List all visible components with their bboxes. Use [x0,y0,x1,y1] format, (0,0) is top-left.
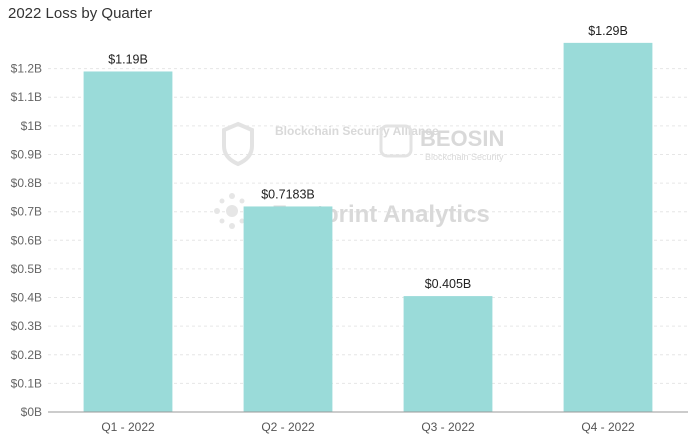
x-tick-label: Q3 - 2022 [421,420,475,434]
bar[interactable] [403,296,493,412]
data-label: $1.29B [588,24,628,38]
x-tick-label: Q1 - 2022 [101,420,155,434]
data-labels: $1.19B $0.7183B $0.405B $1.29B [108,24,628,291]
y-tick-label: $0.2B [11,348,42,362]
bars [83,42,653,412]
y-tick-label: $0.1B [11,376,42,390]
beosin-logo-icon [379,124,413,158]
beosin-watermark-text: BEOSIN [420,126,504,151]
beosin-watermark: BEOSIN Blockchain Security [379,124,504,162]
y-tick-label: $0.3B [11,319,42,333]
y-tick-label: $0.7B [11,205,42,219]
gridlines [48,68,688,384]
x-tick-label: Q2 - 2022 [261,420,315,434]
axes: $0B $0.1B $0.2B $0.3B $0.4B $0.5B $0.6B $0.7B $0… [11,62,688,434]
alliance-watermark: Blockchain Security Alliance [222,121,439,167]
beosin-watermark-subtext: Blockchain Security [425,152,504,162]
y-tick-label: $1.2B [11,62,42,76]
chart-title: 2022 Loss by Quarter [8,5,153,22]
shield-icon [222,121,254,167]
y-tick-label: $1B [21,119,42,133]
bar[interactable] [563,42,653,412]
data-label: $0.405B [425,277,472,291]
data-label: $1.19B [108,52,148,66]
bar[interactable] [83,71,173,412]
y-tick-label: $0.9B [11,147,42,161]
footprint-logo-icon [214,193,250,229]
y-tick-label: $0B [21,405,42,419]
x-tick-label: Q4 - 2022 [581,420,635,434]
data-label: $0.7183B [261,187,315,201]
y-tick-label: $0.8B [11,176,42,190]
y-tick-label: $0.5B [11,262,42,276]
y-tick-label: $1.1B [11,90,42,104]
bar[interactable] [243,206,333,412]
y-tick-label: $0.4B [11,291,42,305]
y-tick-label: $0.6B [11,233,42,247]
alliance-watermark-text: Blockchain Security Alliance [275,124,439,138]
